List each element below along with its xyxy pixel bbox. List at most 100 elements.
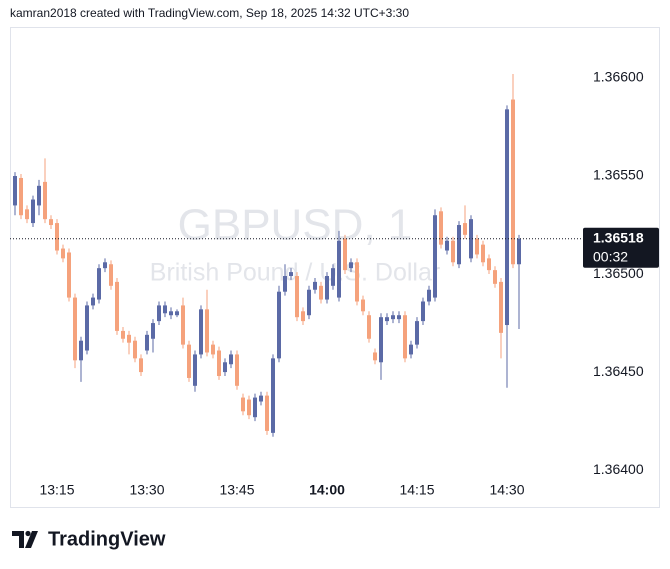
candle-body — [499, 281, 503, 333]
candle-body — [127, 334, 131, 343]
candle-body — [385, 317, 389, 322]
candle-body — [187, 344, 191, 378]
candle-body — [511, 99, 515, 265]
x-tick-label: 13:15 — [39, 482, 74, 498]
candle-body — [403, 315, 407, 359]
candle-body — [463, 223, 467, 235]
candle-body — [439, 211, 443, 245]
candle-body — [433, 215, 437, 298]
candle-body — [415, 321, 419, 345]
x-tick-label: 13:30 — [129, 482, 164, 498]
candle-body — [319, 285, 323, 300]
candle-body — [517, 238, 521, 265]
candle-body — [61, 248, 65, 259]
candle-body — [373, 352, 377, 361]
candle-body — [307, 289, 311, 316]
countdown: 00:32 — [593, 248, 628, 264]
candle-body — [55, 223, 59, 251]
candle-body — [427, 289, 431, 302]
y-tick-label: 1.36400 — [593, 461, 644, 477]
candle-body — [91, 297, 95, 306]
candle-body — [349, 262, 353, 269]
candle-body — [13, 176, 17, 206]
candle-body — [301, 311, 305, 322]
candle-body — [409, 344, 413, 355]
candle-body — [49, 219, 53, 226]
candle-body — [25, 209, 29, 220]
candle-body — [73, 297, 77, 361]
candle-body — [169, 311, 173, 316]
candle-body — [67, 252, 71, 298]
candle-body — [139, 358, 143, 373]
candle-body — [283, 276, 287, 292]
candle-body — [235, 354, 239, 386]
candle-body — [103, 262, 107, 269]
candle-body — [223, 362, 227, 373]
candle-body — [145, 334, 149, 351]
candle-body — [445, 240, 449, 251]
candle-body — [271, 358, 275, 433]
candle-body — [31, 199, 35, 224]
candle-body — [193, 354, 197, 386]
y-tick-label: 1.36500 — [593, 265, 644, 281]
candle-body — [397, 315, 401, 320]
candle-body — [229, 354, 233, 365]
candle-body — [109, 264, 113, 286]
candle-body — [325, 276, 329, 300]
candle-body — [475, 238, 479, 255]
candle-body — [217, 350, 221, 377]
candle-body — [181, 305, 185, 345]
candle-body — [505, 109, 509, 326]
brand-name: TradingView — [48, 528, 166, 550]
y-tick-label: 1.36550 — [593, 167, 644, 183]
candle-body — [151, 323, 155, 339]
y-tick-label: 1.36450 — [593, 363, 644, 379]
candle-body — [205, 309, 209, 353]
x-tick-label: 13:45 — [219, 482, 254, 498]
candle-body — [97, 268, 101, 300]
candle-body — [367, 315, 371, 339]
candle-body — [241, 397, 245, 412]
candle-body — [85, 305, 89, 351]
candle-body — [265, 395, 269, 431]
candle-body — [79, 340, 83, 361]
candle-body — [253, 397, 257, 418]
candle-body — [175, 311, 179, 316]
candle-body — [469, 219, 473, 259]
candle-body — [259, 395, 263, 402]
candle-body — [19, 177, 23, 216]
candle-body — [421, 301, 425, 322]
candle-body — [313, 281, 317, 290]
candle-body — [289, 272, 293, 277]
candle-body — [481, 244, 485, 263]
candle-body — [391, 315, 395, 320]
candle-body — [379, 317, 383, 363]
x-tick-label: 14:00 — [309, 482, 345, 498]
candle-body — [121, 330, 125, 339]
x-tick-label: 14:15 — [399, 482, 434, 498]
candle-body — [331, 268, 335, 286]
candle-body — [115, 281, 119, 331]
last-price-box — [583, 227, 659, 268]
y-tick-label: 1.36600 — [593, 69, 644, 85]
watermark-symbol: GBPUSD, 1 — [178, 201, 413, 250]
candle-body — [37, 185, 41, 206]
header: kamran2018 created with TradingView.com,… — [10, 6, 409, 20]
candle-body — [361, 299, 365, 312]
x-tick-label: 14:30 — [489, 482, 524, 498]
candle-body — [295, 276, 299, 318]
chart-frame — [10, 27, 660, 508]
candle-body — [343, 238, 347, 271]
candle-body — [199, 309, 203, 355]
candle-body — [451, 240, 455, 263]
candle-body — [43, 181, 47, 220]
candle-body — [457, 225, 461, 265]
candle-body — [487, 258, 491, 271]
candle-body — [277, 291, 281, 359]
candle-body — [247, 399, 251, 416]
candle-body — [493, 270, 497, 284]
candle-body — [157, 305, 161, 322]
candle-body — [163, 305, 167, 314]
candle-body — [133, 340, 137, 359]
